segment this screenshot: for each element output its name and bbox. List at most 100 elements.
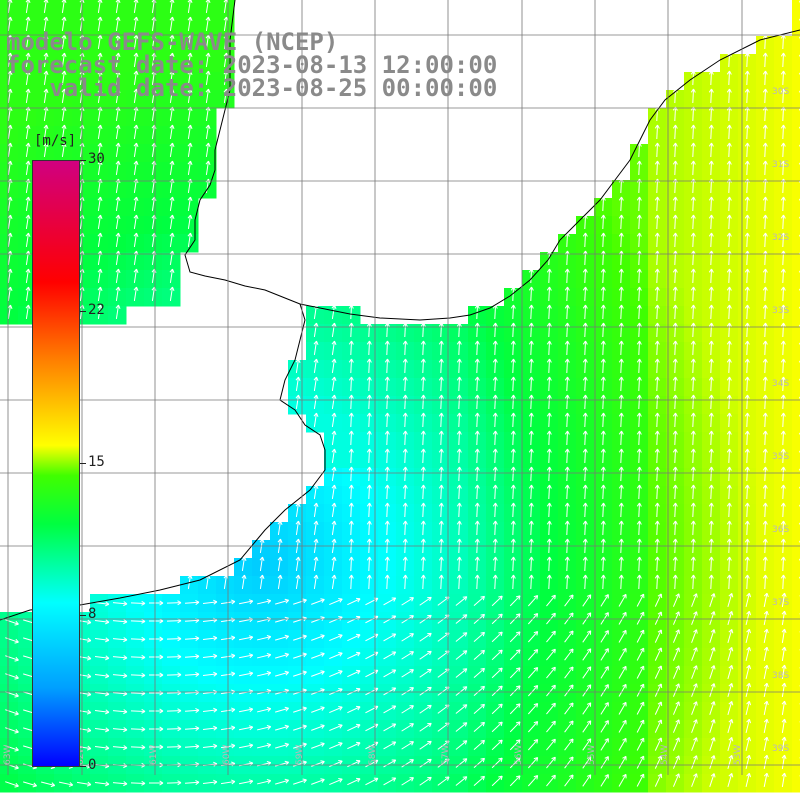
wind-cell: [792, 702, 800, 721]
longitude-label: 59W: [295, 745, 305, 765]
wind-cell: [792, 36, 800, 55]
wind-cell: [792, 414, 800, 433]
wind-arrow: [97, 16, 103, 32]
latitude-label: 37S: [772, 598, 789, 608]
wind-cell: [792, 612, 800, 631]
wind-cell: [792, 504, 800, 523]
colorbar-tick-label: 15: [88, 454, 105, 470]
wind-cell: [792, 774, 800, 793]
colorbar-tick: [80, 463, 86, 464]
wind-arrow: [744, 52, 750, 68]
longitude-label: 56W: [514, 745, 524, 765]
colorbar-tick-label: 8: [88, 606, 97, 622]
wind-arrow: [133, 52, 139, 68]
wind-cell: [792, 270, 800, 289]
wind-arrow: [780, 52, 786, 68]
wind-arrow: [133, 0, 139, 14]
wind-arrow: [25, 34, 31, 50]
latitude-label: 39S: [772, 744, 789, 754]
wind-cell: [792, 252, 800, 271]
wind-arrow: [744, 70, 750, 86]
wind-cell: [792, 396, 800, 415]
wind-cell: [792, 378, 800, 397]
wind-arrow: [61, 70, 67, 86]
longitude-label: 57W: [441, 745, 451, 765]
wind-cell: [792, 666, 800, 685]
wind-cell: [792, 306, 800, 325]
wind-arrow: [187, 52, 193, 68]
wind-cell: [792, 54, 800, 73]
wind-arrow: [61, 88, 67, 104]
wind-cell: [792, 648, 800, 667]
wind-arrow: [133, 34, 139, 50]
wind-cell: [792, 630, 800, 649]
wind-arrow: [169, 16, 175, 32]
wind-arrow: [43, 34, 49, 50]
wind-arrow: [187, 0, 193, 14]
wind-arrow: [115, 0, 121, 14]
wind-cell: [792, 594, 800, 613]
wind-arrow: [61, 0, 67, 14]
latitude-label: 31S: [772, 160, 789, 170]
wind-arrow: [133, 70, 139, 86]
wind-cell: [792, 450, 800, 469]
colorbar-tick-label: 22: [88, 302, 105, 318]
wind-arrow: [187, 70, 193, 86]
wind-cell: [792, 576, 800, 595]
latitude-label: 33S: [772, 306, 789, 316]
colorbar-tick-label: 30: [88, 151, 105, 167]
wind-cell: [792, 216, 800, 235]
wind-cell: [792, 738, 800, 757]
wind-arrow: [115, 16, 121, 32]
wind-cell: [792, 162, 800, 181]
latitude-label: 32S: [772, 233, 789, 243]
wind-cell: [792, 108, 800, 127]
wind-cell: [792, 522, 800, 541]
wind-arrow: [25, 70, 31, 86]
wind-arrow: [169, 70, 175, 86]
wind-arrow: [43, 16, 49, 32]
wind-arrow: [25, 0, 31, 14]
wind-cell: [792, 288, 800, 307]
wind-cell: [792, 72, 800, 91]
title-valid-date: valid date: 2023-08-25 00:00:00: [6, 74, 498, 102]
wind-cell: [792, 0, 800, 19]
longitude-label: 63W: [3, 745, 13, 765]
wind-cell: [792, 432, 800, 451]
wind-arrow: [780, 34, 786, 50]
wind-cell: [792, 126, 800, 145]
wind-cell: [792, 18, 800, 37]
wind-arrow: [61, 16, 67, 32]
wind-cell: [792, 234, 800, 253]
wind-arrow: [133, 16, 139, 32]
colorbar-tick: [80, 160, 86, 161]
wind-cell: [792, 720, 800, 739]
latitude-label: 30S: [772, 87, 789, 97]
wind-cell: [792, 468, 800, 487]
wind-cell: [792, 558, 800, 577]
wind-arrow: [187, 34, 193, 50]
wind-arrow: [97, 52, 103, 68]
wind-arrow: [97, 70, 103, 86]
wind-cell: [792, 90, 800, 109]
wind-arrow: [205, 16, 211, 32]
wind-arrow: [25, 52, 31, 68]
wind-cell: [792, 540, 800, 559]
wind-arrow: [43, 70, 49, 86]
colorbar-gradient: [32, 160, 80, 767]
longitude-label: 53W: [733, 745, 743, 765]
wind-arrow: [780, 70, 786, 86]
wind-arrow: [25, 88, 31, 104]
wind-arrow: [169, 0, 175, 14]
wind-arrow: [762, 52, 768, 68]
colorbar-unit: [m/s]: [34, 133, 77, 149]
wind-cell: [792, 198, 800, 217]
wind-arrows: [5, 0, 800, 788]
latitude-label: 38S: [772, 671, 789, 681]
wind-arrow: [726, 70, 732, 86]
wind-cell: [792, 342, 800, 361]
wind-arrow: [25, 16, 31, 32]
wind-cell: [792, 684, 800, 703]
longitude-label: 60W: [222, 745, 232, 765]
